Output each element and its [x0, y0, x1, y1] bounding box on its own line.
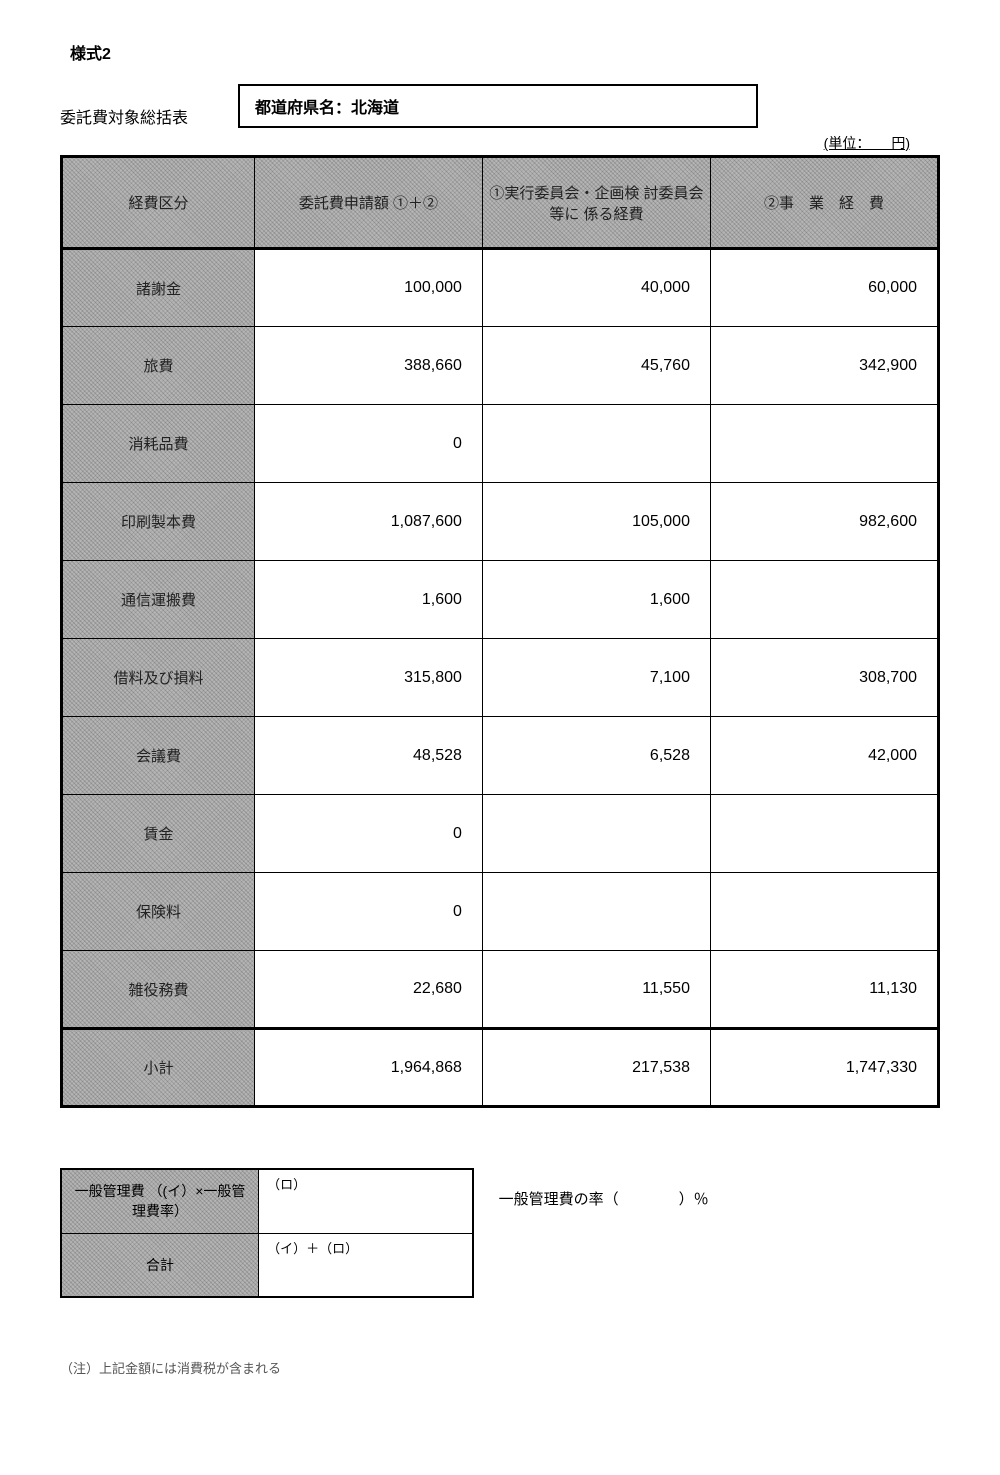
cell-value: 982,600: [710, 483, 938, 561]
row-label: 消耗品費: [62, 405, 255, 483]
table-row: 借料及び損料 315,800 7,100 308,700: [62, 639, 939, 717]
cell-value: 11,130: [710, 951, 938, 1029]
row-label: 諸謝金: [62, 249, 255, 327]
cell-value: 11,550: [482, 951, 710, 1029]
cell-value: 7,100: [482, 639, 710, 717]
cell-value: [710, 873, 938, 951]
table-row: 旅費 388,660 45,760 342,900: [62, 327, 939, 405]
cell-value: 0: [254, 795, 482, 873]
table-row: 賃金 0: [62, 795, 939, 873]
table-row: 通信運搬費 1,600 1,600: [62, 561, 939, 639]
table-row: 消耗品費 0: [62, 405, 939, 483]
cell-value: 388,660: [254, 327, 482, 405]
cell-value: [710, 405, 938, 483]
row-label: 通信運搬費: [62, 561, 255, 639]
cell-value: 40,000: [482, 249, 710, 327]
header-row: 委託費対象総括表 都道府県名：北海道: [60, 84, 940, 128]
admin-cost-value: （ロ）: [259, 1169, 473, 1233]
table-header-row: 経費区分 委託費申請額 ①＋② ①実行委員会・企画検 討委員会等に 係る経費 ②…: [62, 157, 939, 249]
row-label: 保険料: [62, 873, 255, 951]
cell-value: 45,760: [482, 327, 710, 405]
cell-value: 100,000: [254, 249, 482, 327]
footnote: （注）上記金額には消費税が含まれる: [60, 1298, 940, 1377]
prefecture-box: 都道府県名：北海道: [238, 84, 758, 128]
cell-value: 1,600: [482, 561, 710, 639]
cell-value: 48,528: [254, 717, 482, 795]
total-label: 合計: [61, 1233, 259, 1297]
cell-value: 0: [254, 405, 482, 483]
cell-value: 6,528: [482, 717, 710, 795]
row-label: 会議費: [62, 717, 255, 795]
total-value: （イ）＋（ロ）: [259, 1233, 473, 1297]
document-title: 委託費対象総括表: [60, 104, 188, 128]
cell-value: [482, 795, 710, 873]
subtotal-value: 217,538: [482, 1029, 710, 1107]
col-header-business: ②事 業 経 費: [710, 157, 938, 249]
row-label: 賃金: [62, 795, 255, 873]
unit-label: (単位： 円): [60, 133, 940, 153]
cell-value: 1,087,600: [254, 483, 482, 561]
cell-value: 315,800: [254, 639, 482, 717]
table-row: 保険料 0: [62, 873, 939, 951]
subtotal-value: 1,747,330: [710, 1029, 938, 1107]
cell-value: 42,000: [710, 717, 938, 795]
row-label: 借料及び損料: [62, 639, 255, 717]
subtotal-value: 1,964,868: [254, 1029, 482, 1107]
table-row: 一般管理費 （(イ）×一般管理費率） （ロ）: [61, 1169, 473, 1233]
table-row: 会議費 48,528 6,528 42,000: [62, 717, 939, 795]
prefecture-value: 北海道: [351, 100, 399, 117]
subtotal-row: 小計 1,964,868 217,538 1,747,330: [62, 1029, 939, 1107]
cell-value: 308,700: [710, 639, 938, 717]
cell-value: 0: [254, 873, 482, 951]
row-label: 雑役務費: [62, 951, 255, 1029]
table-row: 印刷製本費 1,087,600 105,000 982,600: [62, 483, 939, 561]
main-expense-table: 経費区分 委託費申請額 ①＋② ①実行委員会・企画検 討委員会等に 係る経費 ②…: [60, 155, 940, 1108]
cell-value: 1,600: [254, 561, 482, 639]
cell-value: [710, 561, 938, 639]
form-number: 様式2: [70, 40, 940, 64]
col-header-category: 経費区分: [62, 157, 255, 249]
cell-value: [710, 795, 938, 873]
row-label: 旅費: [62, 327, 255, 405]
admin-cost-label: 一般管理費 （(イ）×一般管理費率）: [61, 1169, 259, 1233]
cell-value: 60,000: [710, 249, 938, 327]
cell-value: 22,680: [254, 951, 482, 1029]
prefecture-label: 都道府県名：: [255, 100, 351, 117]
col-header-committee: ①実行委員会・企画検 討委員会等に 係る経費: [482, 157, 710, 249]
cell-value: 342,900: [710, 327, 938, 405]
cell-value: [482, 873, 710, 951]
cell-value: [482, 405, 710, 483]
cell-value: 105,000: [482, 483, 710, 561]
table-row: 合計 （イ）＋（ロ）: [61, 1233, 473, 1297]
subtotal-label: 小計: [62, 1029, 255, 1107]
table-row: 諸謝金 100,000 40,000 60,000: [62, 249, 939, 327]
col-header-total: 委託費申請額 ①＋②: [254, 157, 482, 249]
row-label: 印刷製本費: [62, 483, 255, 561]
table-row: 雑役務費 22,680 11,550 11,130: [62, 951, 939, 1029]
admin-rate-text: 一般管理費の率（ ）％: [499, 1188, 709, 1209]
summary-table: 一般管理費 （(イ）×一般管理費率） （ロ） 合計 （イ）＋（ロ）: [60, 1168, 474, 1298]
